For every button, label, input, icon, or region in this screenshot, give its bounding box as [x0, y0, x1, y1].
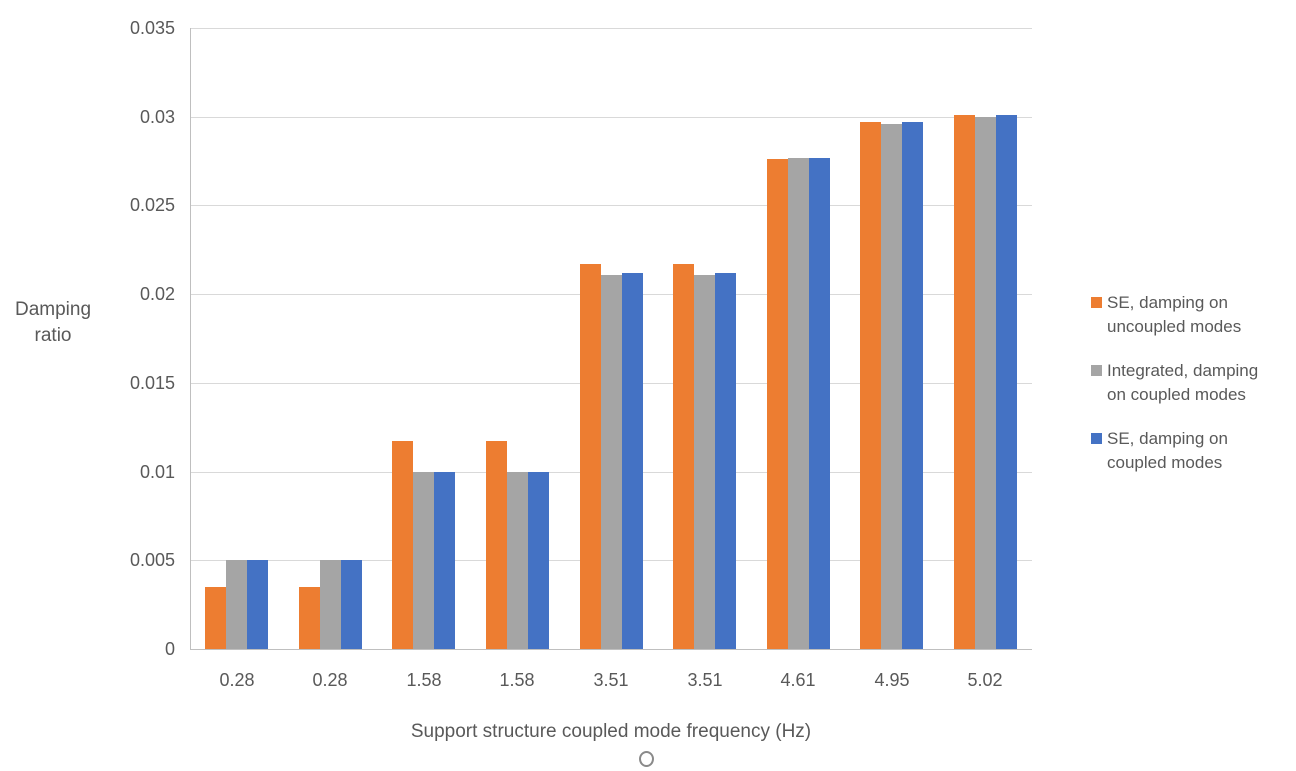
bar-blue-group5 [622, 273, 643, 649]
x-tick-label: 3.51 [687, 670, 723, 690]
x-tick-label: 4.95 [874, 670, 910, 690]
x-tick-label: 3.51 [593, 670, 629, 690]
x-tick-label: 0.28 [312, 670, 348, 690]
partial-glyph-arc [639, 751, 654, 767]
legend-item: SE, damping on uncoupled modes [1091, 291, 1295, 339]
y-axis-title-line: Damping [14, 299, 92, 320]
bar-gray-group8 [881, 124, 902, 649]
x-axis-line [190, 649, 1032, 650]
y-axis-title: Damping ratio [6, 297, 100, 349]
bar-orange-group4 [486, 441, 507, 649]
legend-item: Integrated, damping on coupled modes [1091, 359, 1295, 407]
y-tick-label: 0 [164, 639, 175, 659]
legend-label: Integrated, damping on coupled modes [1107, 361, 1259, 404]
x-tick-label: 5.02 [967, 670, 1003, 690]
bar-gray-group1 [226, 560, 247, 649]
legend: SE, damping on uncoupled modes Integrated,… [1091, 291, 1295, 495]
y-axis-title-line: ratio [34, 325, 72, 346]
bar-orange-group7 [767, 159, 788, 649]
y-axis-line [190, 28, 191, 649]
bar-blue-group9 [996, 115, 1017, 649]
bar-gray-group3 [413, 472, 434, 649]
bar-orange-group2 [299, 587, 320, 649]
x-tick-label: 1.58 [406, 670, 442, 690]
bar-blue-group3 [434, 472, 455, 649]
gridline [190, 117, 1032, 118]
legend-swatch-icon [1091, 365, 1102, 376]
x-tick-label: 0.28 [219, 670, 255, 690]
legend-swatch-icon [1091, 297, 1102, 308]
bar-gray-group7 [788, 158, 809, 649]
bar-blue-group4 [528, 472, 549, 649]
bar-orange-group5 [580, 264, 601, 649]
bar-gray-group5 [601, 275, 622, 649]
y-tick-label: 0.005 [129, 550, 175, 570]
bar-blue-group7 [809, 158, 830, 649]
y-tick-label: 0.02 [139, 284, 175, 304]
bar-orange-group3 [392, 441, 413, 649]
bar-orange-group1 [205, 587, 226, 649]
x-tick-label: 1.58 [499, 670, 535, 690]
y-tick-label: 0.03 [139, 107, 175, 127]
x-tick-label: 4.61 [780, 670, 816, 690]
bar-gray-group2 [320, 560, 341, 649]
bar-blue-group6 [715, 273, 736, 649]
bar-blue-group2 [341, 560, 362, 649]
bar-blue-group8 [902, 122, 923, 649]
legend-label: SE, damping on uncoupled modes [1107, 293, 1242, 336]
y-tick-label: 0.035 [129, 18, 175, 38]
bar-orange-group9 [954, 115, 975, 649]
legend-swatch-icon [1091, 433, 1102, 444]
bar-orange-group8 [860, 122, 881, 649]
y-tick-label: 0.015 [129, 373, 175, 393]
x-axis-title: Support structure coupled mode frequency… [410, 721, 812, 742]
legend-item: SE, damping on coupled modes [1091, 427, 1295, 475]
gridline [190, 28, 1032, 29]
cutoff-text-fragment [639, 751, 655, 771]
y-tick-label: 0.025 [129, 195, 175, 215]
bar-gray-group6 [694, 275, 715, 649]
bar-gray-group4 [507, 472, 528, 649]
gridline [190, 205, 1032, 206]
bar-gray-group9 [975, 117, 996, 649]
bar-blue-group1 [247, 560, 268, 649]
legend-label: SE, damping on coupled modes [1107, 429, 1228, 472]
y-tick-label: 0.01 [139, 462, 175, 482]
bar-orange-group6 [673, 264, 694, 649]
